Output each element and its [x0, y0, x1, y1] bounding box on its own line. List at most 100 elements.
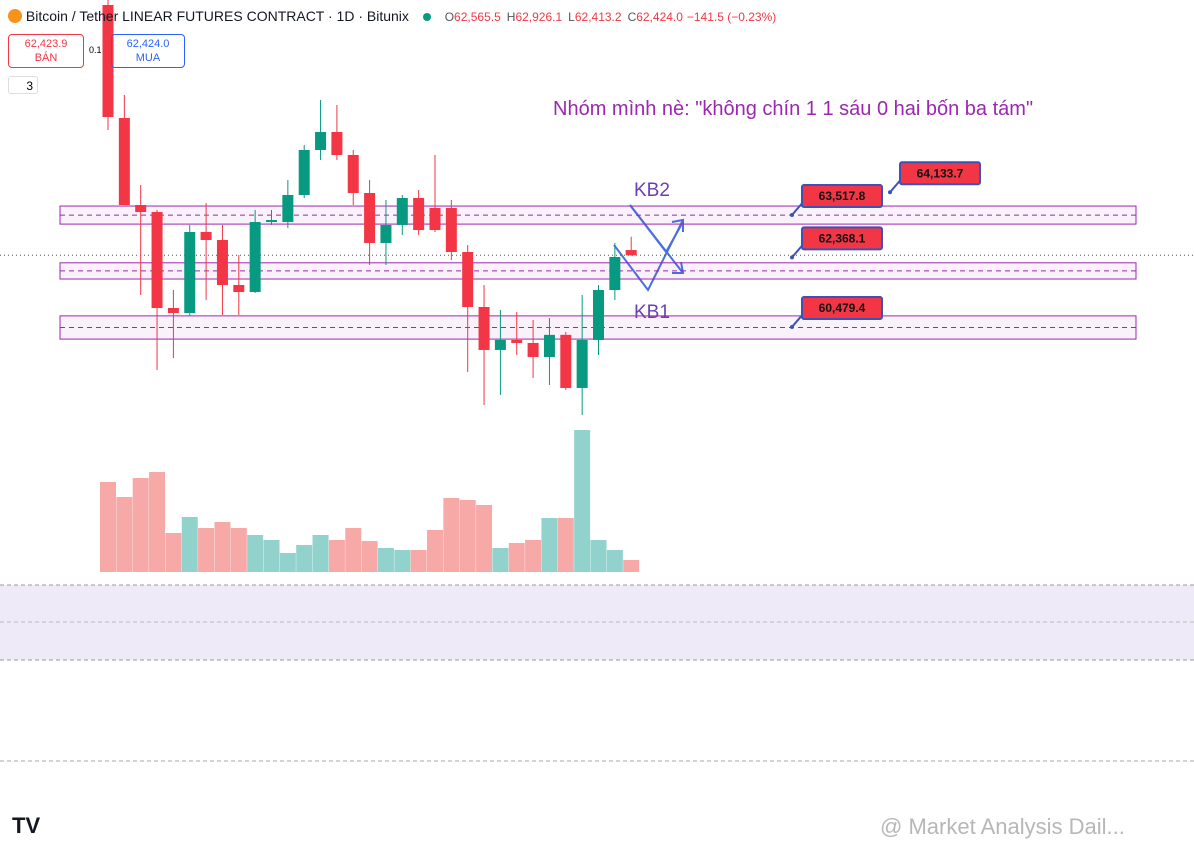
volume-bar	[508, 543, 525, 572]
ohlc-key: C	[627, 10, 637, 24]
volume-bar	[312, 535, 329, 572]
candle-body	[560, 334, 572, 388]
candle-body	[396, 198, 408, 225]
ohlc-key: L	[568, 10, 575, 24]
volume-bar	[230, 528, 247, 572]
candle-body	[200, 231, 212, 240]
candle-body	[102, 5, 114, 117]
volume-bar	[427, 530, 443, 572]
status-dot	[422, 13, 431, 21]
candle-body	[380, 224, 392, 243]
volume-bar	[263, 540, 280, 572]
volume-bar	[623, 560, 640, 572]
volume-bar	[149, 472, 166, 572]
kb-arrow	[613, 219, 684, 292]
candle-body	[151, 212, 163, 308]
volume-bar	[361, 541, 378, 572]
candle-body	[625, 250, 637, 256]
candle-body	[249, 221, 261, 292]
candle-body	[266, 220, 277, 222]
candle-body	[233, 284, 245, 292]
sell-button[interactable]: 62,423.9 BÁN	[8, 34, 84, 68]
ohlc-key: O	[444, 10, 455, 24]
zone	[59, 205, 1137, 225]
sell-label: BÁN	[34, 52, 58, 64]
candle-body	[216, 239, 228, 285]
ohlc-value: 62,565.5	[454, 10, 501, 24]
level-label: 64,133.7	[917, 166, 964, 180]
volume-bar	[132, 478, 149, 572]
volume-bar	[476, 505, 493, 572]
volume-bar	[574, 430, 591, 572]
annotation: Nhóm mình nè: "không chín 1 1 sáu 0 hai …	[553, 98, 1033, 120]
volume-bar	[296, 545, 313, 572]
buy-label: MUA	[135, 52, 161, 64]
indicator-count: 3	[26, 79, 33, 93]
volume-bar	[557, 518, 574, 572]
ohlc-value: 62,424.0	[636, 10, 683, 24]
ohlc-value: 62,926.1	[515, 10, 563, 24]
candle-body	[527, 342, 539, 357]
arrow-head	[672, 261, 685, 274]
volume-bar	[459, 500, 476, 572]
volume-bar	[116, 497, 133, 572]
candle-body	[462, 252, 474, 307]
level-tag	[801, 183, 883, 208]
buy-price: 62,424.0	[126, 38, 170, 50]
level-point	[790, 255, 794, 260]
tv-logo: TV	[12, 813, 40, 838]
ohlc-value: 62,413.2	[574, 10, 622, 24]
indicator-toggle[interactable]: 3	[8, 76, 38, 94]
volume-bar	[198, 528, 215, 572]
volume-bar	[443, 498, 460, 572]
candle-body	[347, 154, 359, 193]
level-point	[790, 212, 794, 217]
level-point	[888, 190, 892, 195]
candle-body	[543, 334, 555, 357]
volume-bar	[606, 550, 623, 572]
level-tag	[899, 161, 981, 186]
volume-bar	[214, 522, 231, 572]
candle-body	[135, 205, 147, 213]
volume-bar	[590, 540, 607, 572]
candle-body	[298, 149, 310, 195]
volume-bar	[541, 518, 558, 572]
volume-bar	[345, 528, 362, 572]
candle-body	[478, 306, 490, 350]
change: −141.5 (−0.23%)	[686, 10, 777, 24]
header: Bitcoin / Tether LINEAR FUTURES CONTRACT…	[8, 8, 776, 24]
level-tag	[801, 226, 883, 251]
candle-body	[511, 339, 523, 343]
candle-body	[609, 256, 621, 291]
volume-bar	[328, 540, 345, 572]
buy-button[interactable]: 62,424.0 MUA	[111, 34, 185, 68]
level-point	[790, 324, 794, 329]
symbol-title: Bitcoin / Tether LINEAR FUTURES CONTRACT…	[25, 8, 409, 24]
candle-body	[331, 131, 343, 155]
sell-price: 62,423.9	[24, 38, 68, 50]
level-label: 63,517.8	[819, 189, 866, 203]
spread: 0.1	[89, 45, 102, 55]
volume-bar	[525, 540, 542, 572]
arrow-head	[671, 218, 684, 232]
candle-body	[494, 339, 506, 350]
kb-label: KB2	[634, 180, 670, 201]
ohlc: O62,565.5 H62,926.1 L62,413.2 C62,424.0	[439, 8, 683, 24]
volume-bar	[492, 548, 509, 572]
volume-bar	[279, 553, 296, 572]
volume-bar	[410, 550, 427, 572]
volume-bar	[165, 533, 182, 572]
watermark: @ Market Analysis Dail...	[880, 814, 1125, 839]
candle-body	[576, 339, 588, 388]
kb-label: KB1	[634, 302, 670, 323]
candle-body	[593, 290, 604, 340]
candle-body	[184, 231, 196, 314]
candle-body	[315, 131, 327, 150]
candle-body	[364, 192, 376, 243]
candle-body	[413, 198, 425, 230]
kb-arrow	[629, 204, 684, 274]
volume-bar	[394, 550, 411, 572]
level-label: 62,368.1	[819, 231, 866, 245]
ohlc-key: H	[506, 10, 516, 24]
volume-bar	[377, 548, 394, 572]
